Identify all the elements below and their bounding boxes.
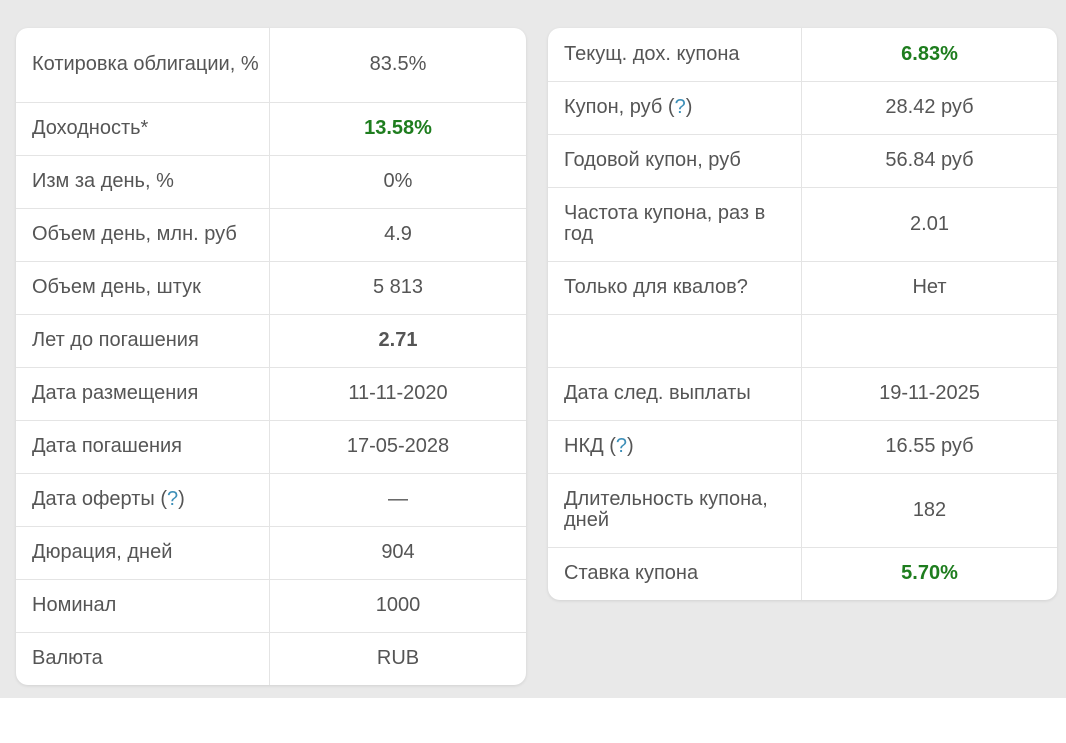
- current-coupon-yield-value: 6.83%: [801, 28, 1057, 82]
- row-value: 4.9: [269, 208, 526, 262]
- table-row: Доходность* 13.58%: [16, 102, 526, 156]
- row-value: 56.84 руб: [801, 134, 1057, 188]
- row-value: 28.42 руб: [801, 81, 1057, 135]
- row-label: Годовой купон, руб: [548, 134, 802, 188]
- table-row: Частота купона, раз в год 2.01: [548, 187, 1057, 262]
- row-value: Нет: [801, 261, 1057, 315]
- yield-value: 13.58%: [269, 102, 526, 156]
- row-value: [801, 314, 1057, 368]
- table-row: Объем день, млн. руб 4.9: [16, 208, 526, 262]
- row-value: 904: [269, 526, 526, 580]
- row-label: Дата след. выплаты: [548, 367, 802, 421]
- row-label: Номинал: [16, 579, 270, 633]
- table-row-empty: [548, 314, 1057, 368]
- help-link[interactable]: (?): [160, 488, 185, 510]
- row-label: Дата размещения: [16, 367, 270, 421]
- content-area: Котировка облигации, % 83.5% Доходность*…: [0, 0, 1066, 698]
- table-row: Ставка купона 5.70%: [548, 547, 1057, 600]
- row-label: Длительность купона, дней: [548, 473, 802, 548]
- table-row: Объем день, штук 5 813: [16, 261, 526, 315]
- row-value: 83.5%: [269, 28, 526, 103]
- row-label: Купон, руб (?): [548, 81, 802, 135]
- table-row: Годовой купон, руб 56.84 руб: [548, 134, 1057, 188]
- row-value: 5 813: [269, 261, 526, 315]
- row-value: 182: [801, 473, 1057, 548]
- accrued-interest-label: НКД: [564, 435, 604, 457]
- coupon-rate-value: 5.70%: [901, 562, 958, 585]
- offer-date-label: Дата оферты: [32, 488, 155, 510]
- row-label: Лет до погашения: [16, 314, 270, 368]
- table-row: Изм за день, % 0%: [16, 155, 526, 209]
- table-row: Купон, руб (?) 28.42 руб: [548, 81, 1057, 135]
- row-label: Доходность*: [16, 102, 270, 156]
- row-label: Частота купона, раз в год: [548, 187, 802, 262]
- table-row: Дата след. выплаты 19-11-2025: [548, 367, 1057, 421]
- table-row: Только для квалов? Нет: [548, 261, 1057, 315]
- help-link[interactable]: (?): [667, 96, 693, 118]
- row-label: Дата погашения: [16, 420, 270, 474]
- coupon-info-table: Текущ. дох. купона 6.83% Купон, руб (?) …: [548, 28, 1057, 600]
- coupon-label: Купон, руб: [564, 96, 663, 118]
- table-row: Дата погашения 17-05-2028: [16, 420, 526, 474]
- row-label: Текущ. дох. купона: [548, 28, 802, 82]
- row-label: Дата оферты (?): [16, 473, 270, 527]
- row-label: НКД (?): [548, 420, 802, 474]
- table-row: Лет до погашения 2.71: [16, 314, 526, 368]
- row-label: Дюрация, дней: [16, 526, 270, 580]
- row-label: Валюта: [16, 632, 270, 685]
- question-icon[interactable]: ?: [674, 96, 686, 118]
- row-value: 11-11-2020: [269, 367, 526, 421]
- row-label: Котировка облигации, %: [16, 28, 270, 103]
- row-label: Изм за день, %: [16, 155, 270, 209]
- row-value: RUB: [376, 647, 420, 670]
- table-row: Дата оферты (?) —: [16, 473, 526, 527]
- row-value: 19-11-2025: [801, 367, 1057, 421]
- table-row: Дата размещения 11-11-2020: [16, 367, 526, 421]
- help-link[interactable]: (?): [609, 435, 634, 457]
- table-row: Номинал 1000: [16, 579, 526, 633]
- bond-quote-table: Котировка облигации, % 83.5% Доходность*…: [16, 28, 526, 685]
- table-row: НКД (?) 16.55 руб: [548, 420, 1057, 474]
- row-label: [548, 314, 802, 368]
- row-value: 17-05-2028: [269, 420, 526, 474]
- row-value: 2.01: [801, 187, 1057, 262]
- table-row: Дюрация, дней 904: [16, 526, 526, 580]
- row-value: 1000: [269, 579, 526, 633]
- row-label: Только для квалов?: [548, 261, 802, 315]
- row-label: Объем день, штук: [16, 261, 270, 315]
- question-icon[interactable]: ?: [167, 488, 179, 510]
- table-row: Длительность купона, дней 182: [548, 473, 1057, 548]
- row-value: —: [269, 473, 526, 527]
- years-to-maturity-value: 2.71: [269, 314, 526, 368]
- table-row: Валюта RUB: [16, 632, 526, 685]
- table-row: Текущ. дох. купона 6.83%: [548, 28, 1057, 82]
- table-row: Котировка облигации, % 83.5%: [16, 28, 526, 103]
- row-label: Ставка купона: [548, 547, 802, 600]
- row-value: 16.55 руб: [801, 420, 1057, 474]
- row-label: Объем день, млн. руб: [16, 208, 270, 262]
- row-value: 0%: [269, 155, 526, 209]
- question-icon[interactable]: ?: [615, 435, 627, 457]
